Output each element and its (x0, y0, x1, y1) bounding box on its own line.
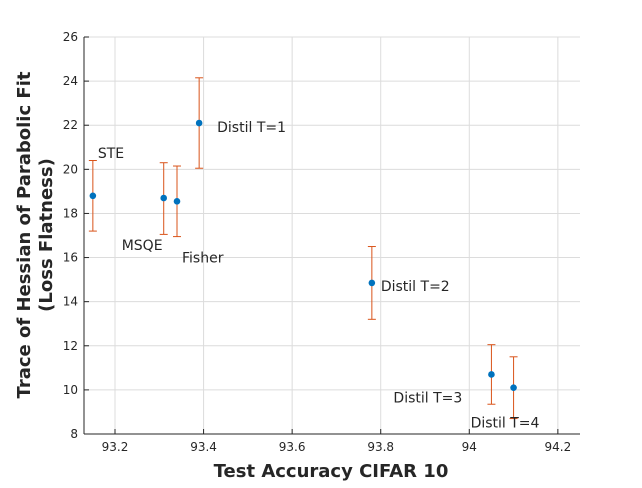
y-tick-label: 8 (70, 427, 78, 441)
x-axis-title: Test Accuracy CIFAR 10 (214, 461, 449, 482)
y-axis-ticks: 8 10 12 14 16 18 20 22 24 26 (63, 30, 89, 441)
data-point-group (509, 356, 518, 420)
axes (83, 37, 580, 435)
y-tick-label: 14 (63, 295, 78, 309)
data-points (88, 77, 518, 420)
point-label: Distil T=2 (381, 279, 450, 295)
data-point-marker (195, 119, 203, 127)
data-point-marker (488, 371, 495, 378)
data-point-group (487, 344, 496, 405)
y-tick-label: 26 (63, 30, 78, 44)
y-tick-label: 16 (63, 251, 78, 265)
point-label: MSQE (122, 238, 163, 254)
data-point-group (88, 160, 97, 232)
grid (84, 36, 580, 435)
data-point-marker (510, 384, 517, 391)
y-tick-label: 12 (63, 339, 78, 353)
y-axis-title-line1: Trace of Hessian of Parabolic Fit (14, 71, 35, 398)
y-axis-title-line2: (Loss Flatness) (36, 158, 57, 312)
data-point-marker (160, 194, 168, 202)
data-point-marker (89, 192, 97, 200)
x-tick-label: 93.6 (279, 440, 306, 454)
data-point-group (159, 162, 168, 235)
y-tick-label: 10 (63, 383, 78, 397)
x-tick-label: 93.4 (190, 440, 217, 454)
x-tick-label: 94.2 (544, 440, 571, 454)
point-labels: STE MSQE Fisher Distil T=1 Distil T=2 Distil … (98, 120, 540, 432)
data-point-marker (173, 198, 181, 205)
data-point-group (195, 77, 204, 169)
point-label: Distil T=3 (393, 390, 462, 406)
point-label: Distil T=4 (471, 416, 540, 432)
x-axis-ticks: 93.2 93.4 93.6 93.8 94 94.2 (102, 429, 571, 454)
y-tick-label: 20 (63, 162, 78, 176)
x-tick-label: 93.8 (367, 440, 394, 454)
data-point-group (173, 165, 181, 238)
point-label: Fisher (182, 250, 224, 266)
x-tick-label: 93.2 (102, 440, 129, 454)
data-point-group (367, 246, 376, 320)
x-tick-label: 94 (462, 440, 477, 454)
y-tick-label: 18 (63, 206, 78, 220)
point-label: STE (98, 146, 124, 162)
y-tick-label: 24 (63, 74, 78, 88)
data-point-marker (368, 279, 376, 287)
y-tick-label: 22 (63, 118, 78, 132)
point-label: Distil T=1 (217, 120, 286, 136)
